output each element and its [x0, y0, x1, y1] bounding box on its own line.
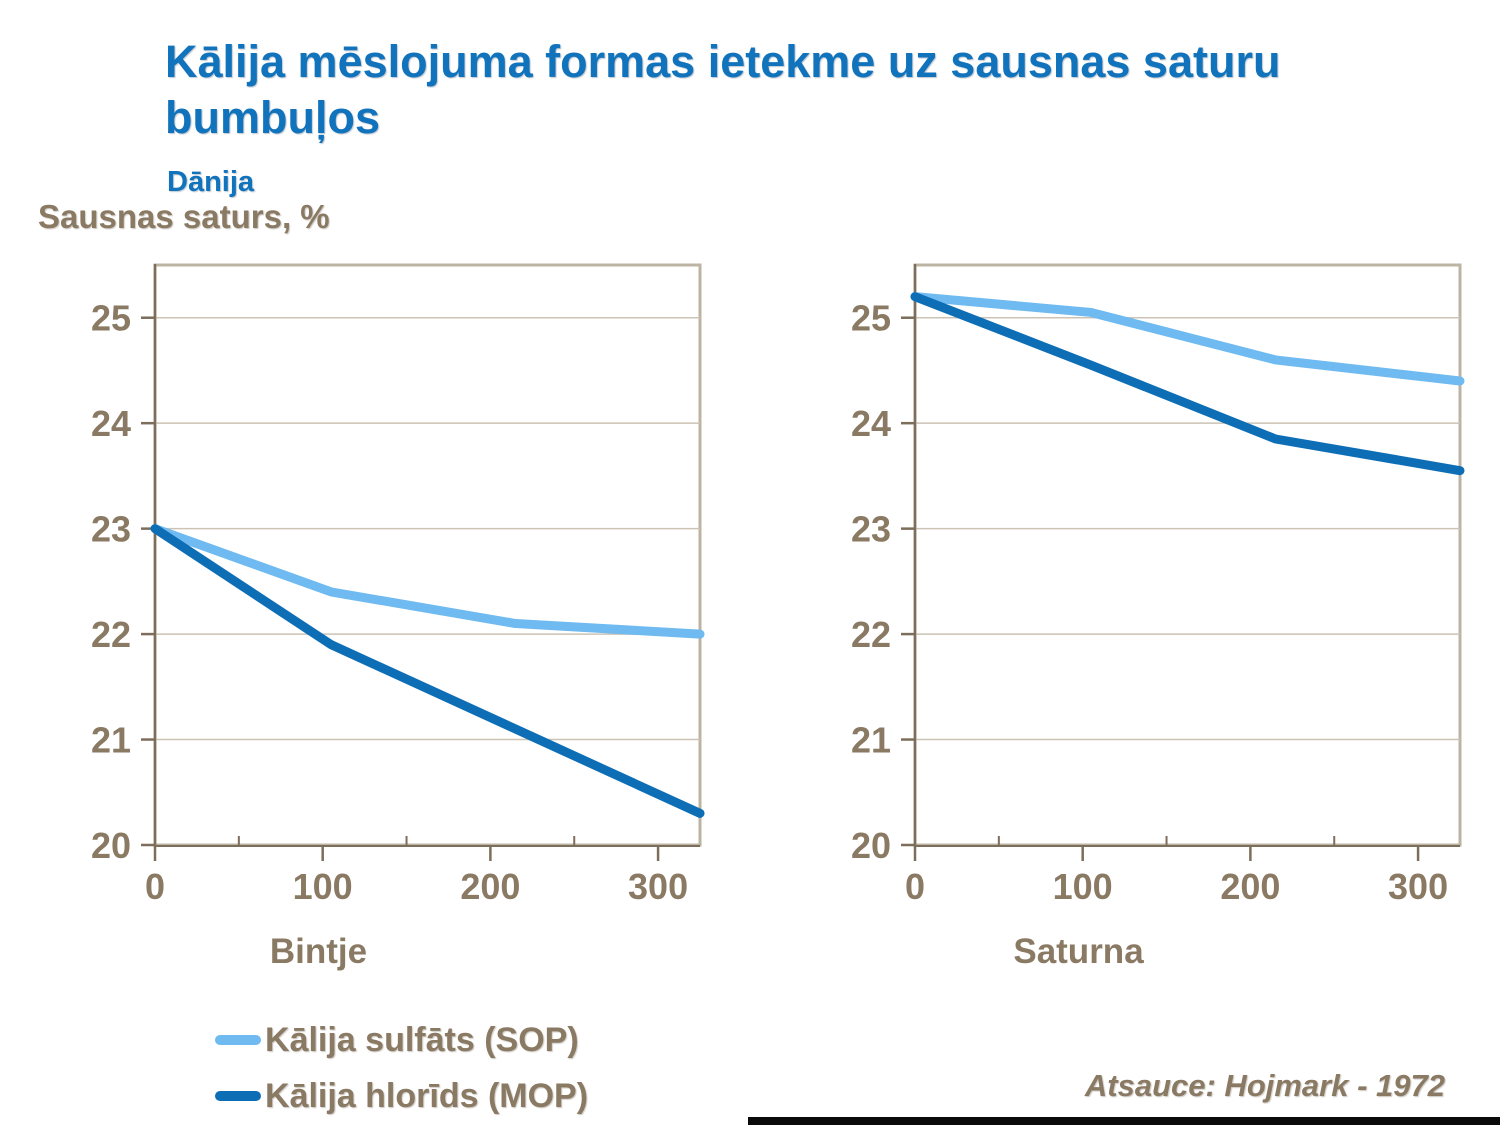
svg-text:0: 0 — [145, 866, 165, 907]
page-title: Kālija mēslojuma formas ietekme uz sausn… — [165, 36, 1281, 143]
svg-text:Saturna: Saturna — [1013, 932, 1144, 971]
reference-note: Atsauce: Hojmark - 1972 — [1084, 1068, 1445, 1103]
saturna-chart-container: 20 21 22 23 24 25 0 100 200 300 Saturna — [835, 250, 1500, 980]
svg-text:22: 22 — [851, 614, 891, 655]
bintje-chart-container: 20 21 22 23 24 25 0 100 200 300 Bintje — [75, 250, 755, 980]
svg-text:25: 25 — [91, 298, 131, 339]
svg-text:100: 100 — [1053, 866, 1113, 907]
svg-text:20: 20 — [91, 825, 131, 866]
svg-text:300: 300 — [628, 866, 688, 907]
svg-text:22: 22 — [91, 614, 131, 655]
svg-text:23: 23 — [91, 509, 131, 550]
legend: Kālija sulfāts (SOP) Kālija hlorīds (MOP… — [215, 1020, 588, 1125]
svg-text:200: 200 — [1220, 866, 1280, 907]
y-axis-label: Sausnas saturs, % — [38, 198, 330, 235]
legend-item-mop: Kālija hlorīds (MOP) — [215, 1076, 588, 1116]
svg-text:100: 100 — [293, 866, 353, 907]
sop-line-swatch — [215, 1035, 261, 1045]
bottom-black-bar — [748, 1117, 1500, 1125]
svg-text:24: 24 — [91, 403, 131, 444]
svg-text:300: 300 — [1388, 866, 1448, 907]
svg-text:0: 0 — [905, 866, 925, 907]
legend-label-mop: Kālija hlorīds (MOP) — [265, 1076, 589, 1115]
svg-text:21: 21 — [851, 720, 891, 761]
svg-text:24: 24 — [851, 403, 891, 444]
saturna-chart: 20 21 22 23 24 25 0 100 200 300 Saturna — [851, 263, 1465, 971]
subtitle-country: Dānija — [167, 166, 255, 198]
bintje-chart: 20 21 22 23 24 25 0 100 200 300 Bintje — [91, 263, 705, 971]
svg-text:21: 21 — [91, 720, 131, 761]
legend-item-sop: Kālija sulfāts (SOP) — [215, 1020, 588, 1060]
svg-text:20: 20 — [851, 825, 891, 866]
svg-text:200: 200 — [460, 866, 520, 907]
svg-text:Bintje: Bintje — [270, 932, 367, 971]
legend-label-sop: Kālija sulfāts (SOP) — [265, 1020, 579, 1059]
svg-text:25: 25 — [851, 298, 891, 339]
mop-line-swatch — [215, 1091, 261, 1101]
svg-text:23: 23 — [851, 509, 891, 550]
